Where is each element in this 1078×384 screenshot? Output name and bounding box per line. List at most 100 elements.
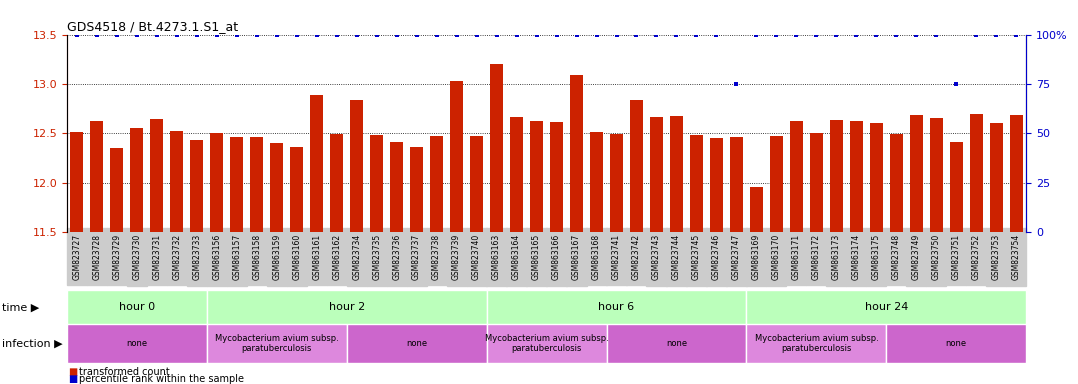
Point [189, 31, 206, 38]
Point [308, 31, 326, 38]
Bar [746, 290, 1026, 324]
Bar [950, 142, 963, 232]
Point [229, 31, 246, 38]
Bar [430, 136, 443, 232]
Point [708, 31, 725, 38]
Text: ■: ■ [68, 374, 78, 384]
Text: Mycobacterium avium subsp.
paratuberculosis: Mycobacterium avium subsp. paratuberculo… [755, 334, 879, 353]
Bar [70, 132, 83, 232]
Bar [650, 117, 663, 232]
Bar [310, 95, 323, 232]
Bar [207, 324, 347, 363]
Text: infection ▶: infection ▶ [2, 339, 63, 349]
Point [828, 31, 845, 38]
Bar [347, 324, 486, 363]
Bar [91, 121, 103, 232]
Point [1008, 31, 1025, 38]
Point [128, 31, 146, 38]
Point [608, 31, 625, 38]
Bar [930, 118, 943, 232]
Bar [510, 117, 523, 232]
Point [668, 31, 686, 38]
Point [348, 31, 365, 38]
Point [948, 81, 965, 87]
Bar [607, 324, 746, 363]
Point [807, 31, 825, 38]
Point [908, 31, 925, 38]
Point [328, 31, 345, 38]
Bar [886, 324, 1026, 363]
Point [568, 31, 585, 38]
Point [548, 31, 565, 38]
Bar [410, 147, 424, 232]
Bar [710, 138, 723, 232]
Point [748, 31, 765, 38]
Bar [770, 136, 783, 232]
Bar [67, 290, 207, 324]
Point [987, 31, 1005, 38]
Point [627, 31, 645, 38]
Point [168, 31, 185, 38]
Bar [470, 136, 483, 232]
Bar [849, 121, 862, 232]
Bar [486, 324, 607, 363]
Bar [530, 121, 543, 232]
Bar [290, 147, 303, 232]
Bar [330, 134, 343, 232]
Text: GDS4518 / Bt.4273.1.S1_at: GDS4518 / Bt.4273.1.S1_at [67, 20, 238, 33]
Point [868, 31, 885, 38]
Bar [610, 134, 623, 232]
Text: percentile rank within the sample: percentile rank within the sample [79, 374, 244, 384]
Point [847, 31, 865, 38]
Point [788, 31, 805, 38]
Text: hour 24: hour 24 [865, 302, 908, 312]
Text: Mycobacterium avium subsp.
paratuberculosis: Mycobacterium avium subsp. paratuberculo… [485, 334, 608, 353]
Point [288, 31, 305, 38]
Point [648, 31, 665, 38]
Bar [790, 121, 803, 232]
Text: none: none [126, 339, 148, 348]
Bar [550, 122, 563, 232]
Point [68, 31, 85, 38]
Point [588, 31, 605, 38]
Point [887, 31, 904, 38]
Point [768, 31, 785, 38]
Point [407, 31, 425, 38]
Bar [746, 324, 886, 363]
Bar [730, 137, 743, 232]
Point [388, 31, 405, 38]
Bar [210, 133, 223, 232]
Bar [970, 114, 983, 232]
Bar [231, 137, 244, 232]
Bar [830, 119, 843, 232]
Text: hour 6: hour 6 [598, 302, 635, 312]
Point [208, 31, 225, 38]
Point [468, 31, 485, 38]
Bar [630, 100, 642, 232]
Point [428, 31, 445, 38]
Point [268, 31, 286, 38]
Bar [590, 132, 603, 232]
Bar [810, 133, 823, 232]
Text: time ▶: time ▶ [2, 302, 40, 312]
Text: hour 2: hour 2 [329, 302, 364, 312]
Bar [67, 324, 207, 363]
Bar [910, 115, 923, 232]
Bar [130, 129, 143, 232]
Point [688, 31, 705, 38]
Text: none: none [406, 339, 427, 348]
Bar [570, 75, 583, 232]
Point [108, 31, 125, 38]
Bar [207, 290, 486, 324]
Bar [250, 137, 263, 232]
Point [528, 31, 545, 38]
Bar [150, 119, 163, 232]
Bar [271, 143, 284, 232]
Text: none: none [666, 339, 687, 348]
Point [448, 31, 466, 38]
Bar [110, 148, 123, 232]
Point [728, 81, 745, 87]
Point [488, 31, 506, 38]
Bar [889, 134, 903, 232]
Point [148, 31, 165, 38]
